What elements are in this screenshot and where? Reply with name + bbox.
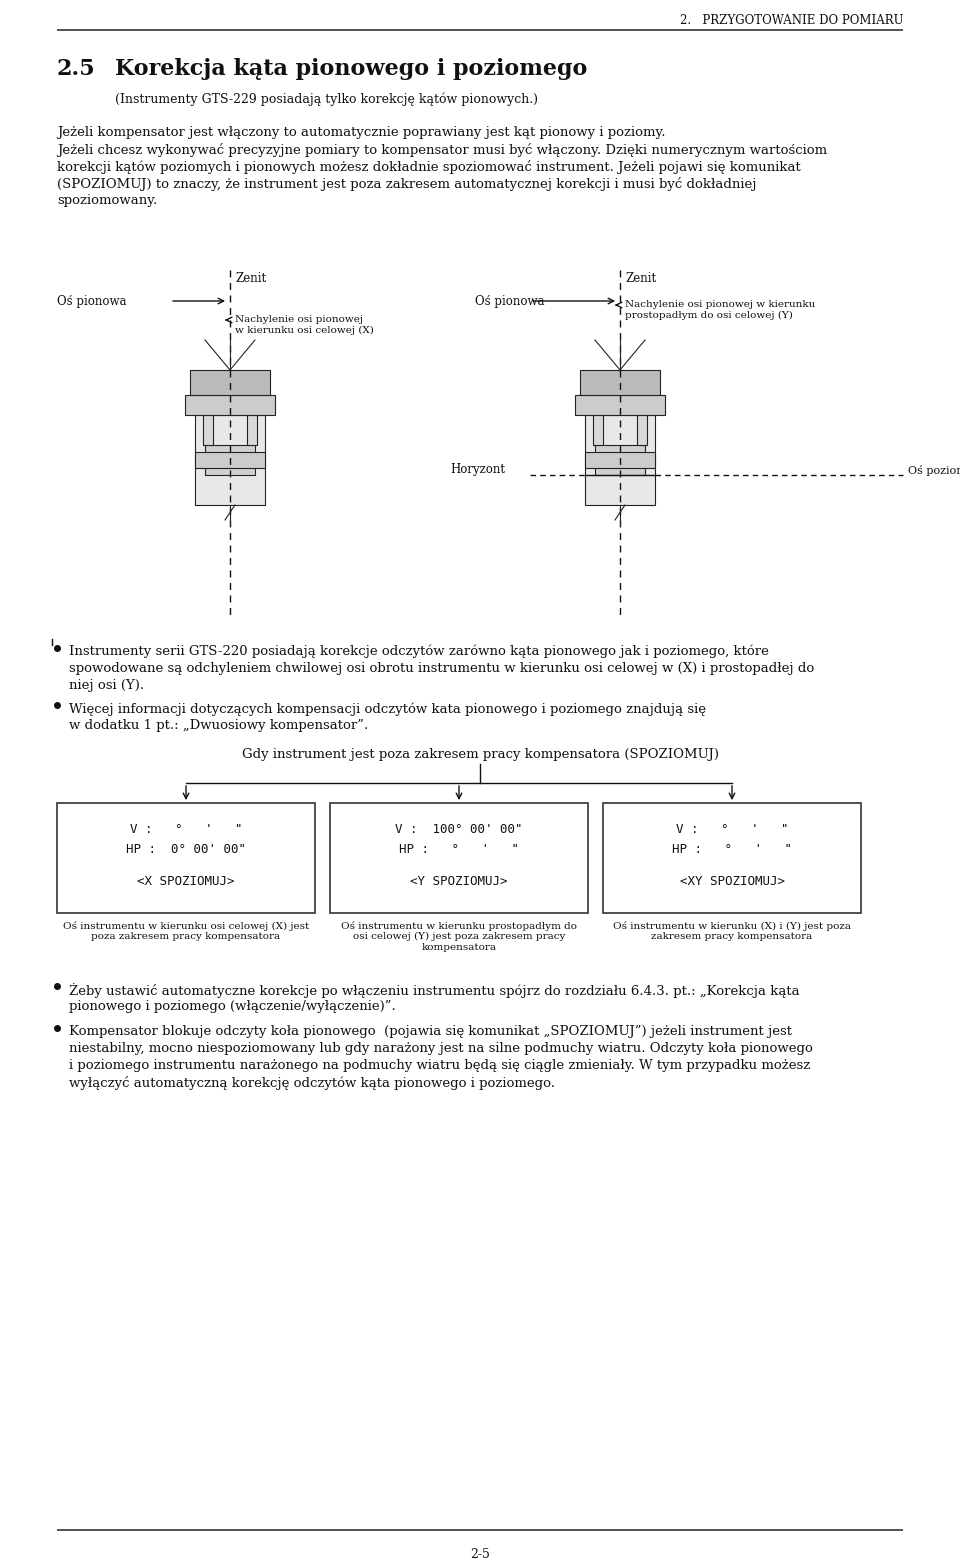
Text: V :   °   '   ": V : ° ' " (130, 823, 242, 837)
Text: V :  100° 00' 00": V : 100° 00' 00" (396, 823, 523, 837)
Bar (585, 414, 655, 505)
Bar (585, 452, 655, 468)
Text: Jeżeli chcesz wykonywać precyzyjne pomiary to kompensator musi być włączony. Dzi: Jeżeli chcesz wykonywać precyzyjne pomia… (57, 142, 828, 156)
Bar (205, 446, 255, 475)
Text: HP :  0° 00' 00": HP : 0° 00' 00" (126, 843, 246, 856)
Text: Więcej informacji dotyczących kompensacji odczytów kata pionowego i poziomego zn: Więcej informacji dotyczących kompensacj… (69, 702, 706, 715)
Text: Nachylenie osi pionowej
w kierunku osi celowej (X): Nachylenie osi pionowej w kierunku osi c… (235, 314, 373, 335)
Bar (595, 446, 645, 475)
Text: <XY SPOZIOMUJ>: <XY SPOZIOMUJ> (680, 874, 784, 888)
Bar (580, 371, 660, 396)
Text: Kompensator blokuje odczyty koła pionowego  (pojawia się komunikat „SPOZIOMUJ”) : Kompensator blokuje odczyty koła pionowe… (69, 1024, 792, 1038)
Bar (185, 396, 275, 414)
Bar (203, 414, 213, 446)
Text: Gdy instrument jest poza zakresem pracy kompensatora (SPOZIOMUJ): Gdy instrument jest poza zakresem pracy … (242, 748, 718, 762)
Text: Oś pionowa: Oś pionowa (57, 296, 127, 308)
Bar (195, 414, 265, 505)
Bar (190, 371, 270, 396)
Text: Oś instrumentu w kierunku osi celowej (X) jest
poza zakresem pracy kompensatora: Oś instrumentu w kierunku osi celowej (X… (62, 921, 309, 942)
Text: <X SPOZIOMUJ>: <X SPOZIOMUJ> (137, 874, 235, 888)
Bar (330, 802, 588, 913)
Text: korekcji kątów poziomych i pionowych możesz dokładnie spoziomować instrument. Je: korekcji kątów poziomych i pionowych moż… (57, 160, 801, 174)
Text: (SPOZIOMUJ) to znaczy, że instrument jest poza zakresem automatycznej korekcji i: (SPOZIOMUJ) to znaczy, że instrument jes… (57, 177, 756, 191)
Text: niej osi (Y).: niej osi (Y). (69, 679, 144, 691)
Text: HP :   °   '   ": HP : ° ' " (399, 843, 519, 856)
Bar (603, 802, 861, 913)
Text: 2-5: 2-5 (470, 1548, 490, 1561)
Bar (247, 414, 257, 446)
Bar (57, 802, 315, 913)
Text: Zenit: Zenit (625, 272, 656, 285)
Text: HP :   °   '   ": HP : ° ' " (672, 843, 792, 856)
Text: Instrumenty serii GTS-220 posiadają korekcje odczytów zarówno kąta pionowego jak: Instrumenty serii GTS-220 posiadają kore… (69, 644, 769, 658)
Text: V :   °   '   ": V : ° ' " (676, 823, 788, 837)
Text: 2.5: 2.5 (57, 58, 96, 80)
Bar (575, 396, 665, 414)
Text: Horyzont: Horyzont (450, 463, 505, 475)
Text: Nachylenie osi pionowej w kierunku
prostopadłym do osi celowej (Y): Nachylenie osi pionowej w kierunku prost… (625, 300, 815, 319)
Text: Jeżeli kompensator jest włączony to automatycznie poprawiany jest kąt pionowy i : Jeżeli kompensator jest włączony to auto… (57, 127, 665, 139)
Text: niestabilny, mocno niespoziomowany lub gdy narażony jest na silne podmuchy wiatr: niestabilny, mocno niespoziomowany lub g… (69, 1042, 813, 1056)
Bar (637, 414, 647, 446)
Text: Oś pozioma instrumentu: Oś pozioma instrumentu (908, 466, 960, 477)
Text: Oś pionowa: Oś pionowa (475, 296, 544, 308)
Text: Zenit: Zenit (235, 272, 266, 285)
Text: Żeby ustawić automatyczne korekcje po włączeniu instrumentu spójrz do rozdziału : Żeby ustawić automatyczne korekcje po wł… (69, 984, 800, 998)
Text: w dodatku 1 pt.: „Dwuosiowy kompensator”.: w dodatku 1 pt.: „Dwuosiowy kompensator”… (69, 719, 369, 732)
Text: Oś instrumentu w kierunku prostopadłym do
osi celowej (Y) jest poza zakresem pra: Oś instrumentu w kierunku prostopadłym d… (341, 921, 577, 951)
Bar (593, 414, 603, 446)
Text: spowodowane są odchyleniem chwilowej osi obrotu instrumentu w kierunku osi celow: spowodowane są odchyleniem chwilowej osi… (69, 662, 814, 676)
Text: (Instrumenty GTS-229 posiadają tylko korekcję kątów pionowych.): (Instrumenty GTS-229 posiadają tylko kor… (115, 92, 538, 106)
Text: Oś instrumentu w kierunku (X) i (Y) jest poza
zakresem pracy kompensatora: Oś instrumentu w kierunku (X) i (Y) jest… (613, 921, 851, 942)
Bar (195, 452, 265, 468)
Text: <Y SPOZIOMUJ>: <Y SPOZIOMUJ> (410, 874, 508, 888)
Text: wyłączyć automatyczną korekcję odczytów kąta pionowego i poziomego.: wyłączyć automatyczną korekcję odczytów … (69, 1076, 555, 1090)
Text: pionowego i poziomego (włączenie/wyłączenie)”.: pionowego i poziomego (włączenie/wyłącze… (69, 999, 396, 1013)
Text: Korekcja kąta pionowego i poziomego: Korekcja kąta pionowego i poziomego (115, 58, 588, 80)
Text: spoziomowany.: spoziomowany. (57, 194, 157, 206)
Text: i poziomego instrumentu narażonego na podmuchy wiatru będą się ciągle zmieniały.: i poziomego instrumentu narażonego na po… (69, 1059, 810, 1071)
Text: 2.   PRZYGOTOWANIE DO POMIARU: 2. PRZYGOTOWANIE DO POMIARU (680, 14, 903, 27)
